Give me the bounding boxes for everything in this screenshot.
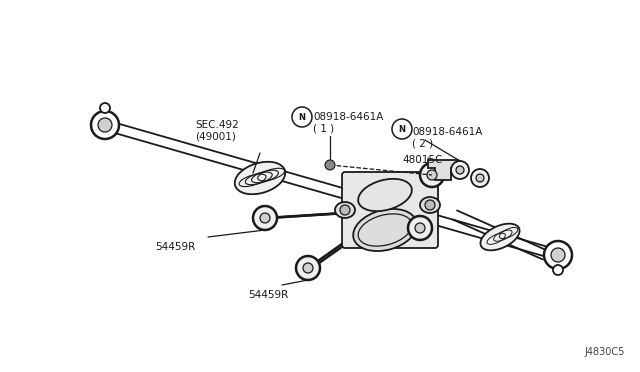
Circle shape bbox=[408, 216, 432, 240]
Circle shape bbox=[253, 206, 277, 230]
Text: N: N bbox=[399, 125, 406, 134]
Text: 54459R: 54459R bbox=[155, 242, 195, 252]
Circle shape bbox=[325, 160, 335, 170]
Ellipse shape bbox=[353, 209, 417, 251]
Circle shape bbox=[260, 213, 270, 223]
Circle shape bbox=[91, 111, 119, 139]
Text: 08918-6461A
( 2 ): 08918-6461A ( 2 ) bbox=[412, 127, 483, 148]
Circle shape bbox=[476, 174, 484, 182]
Text: 48015C: 48015C bbox=[402, 155, 442, 165]
Text: SEC.492
(49001): SEC.492 (49001) bbox=[195, 120, 239, 142]
Circle shape bbox=[98, 118, 112, 132]
Circle shape bbox=[303, 263, 313, 273]
Text: 54459R: 54459R bbox=[248, 290, 288, 300]
FancyBboxPatch shape bbox=[342, 172, 438, 248]
Ellipse shape bbox=[235, 162, 285, 194]
Circle shape bbox=[451, 161, 469, 179]
Text: J4830C5: J4830C5 bbox=[584, 347, 625, 357]
Circle shape bbox=[296, 256, 320, 280]
Circle shape bbox=[392, 119, 412, 139]
Ellipse shape bbox=[420, 197, 440, 213]
Polygon shape bbox=[428, 160, 458, 180]
Circle shape bbox=[292, 107, 312, 127]
Ellipse shape bbox=[335, 202, 355, 218]
Circle shape bbox=[544, 241, 572, 269]
Ellipse shape bbox=[481, 224, 520, 250]
Ellipse shape bbox=[358, 179, 412, 211]
Text: N: N bbox=[298, 112, 305, 122]
Circle shape bbox=[471, 169, 489, 187]
Circle shape bbox=[553, 265, 563, 275]
Circle shape bbox=[456, 166, 464, 174]
Circle shape bbox=[340, 205, 350, 215]
Circle shape bbox=[425, 200, 435, 210]
Circle shape bbox=[420, 163, 444, 187]
Circle shape bbox=[551, 248, 565, 262]
Circle shape bbox=[415, 223, 425, 233]
Circle shape bbox=[100, 103, 110, 113]
Circle shape bbox=[427, 170, 437, 180]
Text: 08918-6461A
( 1 ): 08918-6461A ( 1 ) bbox=[313, 112, 383, 134]
